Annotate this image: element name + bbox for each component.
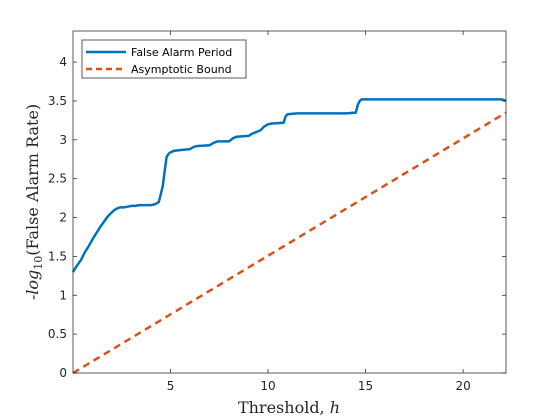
legend: False Alarm Period Asymptotic Bound — [81, 39, 247, 79]
y-tick-label: 0 — [59, 366, 67, 380]
y-tick-label: 0.5 — [48, 327, 67, 341]
plot-frame — [72, 30, 507, 374]
y-tick-label: 3 — [59, 133, 67, 147]
y-tick-label: 4 — [59, 55, 67, 69]
y-tick-label: 2 — [59, 211, 67, 225]
legend-label-series-1: False Alarm Period — [131, 46, 232, 59]
y-tick-label: 2.5 — [48, 172, 67, 186]
y-tick-label: 3.5 — [48, 94, 67, 108]
series-line-2 — [72, 111, 507, 375]
legend-label-series-2: Asymptotic Bound — [131, 63, 232, 76]
tick-layer: 5 10 15 20 0 0.5 1 1.5 2 2.5 3 3.5 4 — [48, 31, 506, 393]
x-tick-label: 5 — [167, 379, 175, 393]
y-axis-label: -log10(False Alarm Rate) — [23, 104, 45, 300]
x-tick-label: 10 — [260, 379, 275, 393]
y-tick-label: 1.5 — [48, 249, 67, 263]
x-tick-label: 20 — [455, 379, 470, 393]
plot-area — [73, 31, 506, 373]
y-tick-label: 1 — [59, 288, 67, 302]
x-tick-label: 15 — [358, 379, 373, 393]
series-layer — [71, 98, 507, 375]
legend-box — [81, 39, 247, 79]
series-line-1 — [71, 98, 507, 273]
x-axis-label: Threshold, h — [238, 398, 340, 417]
